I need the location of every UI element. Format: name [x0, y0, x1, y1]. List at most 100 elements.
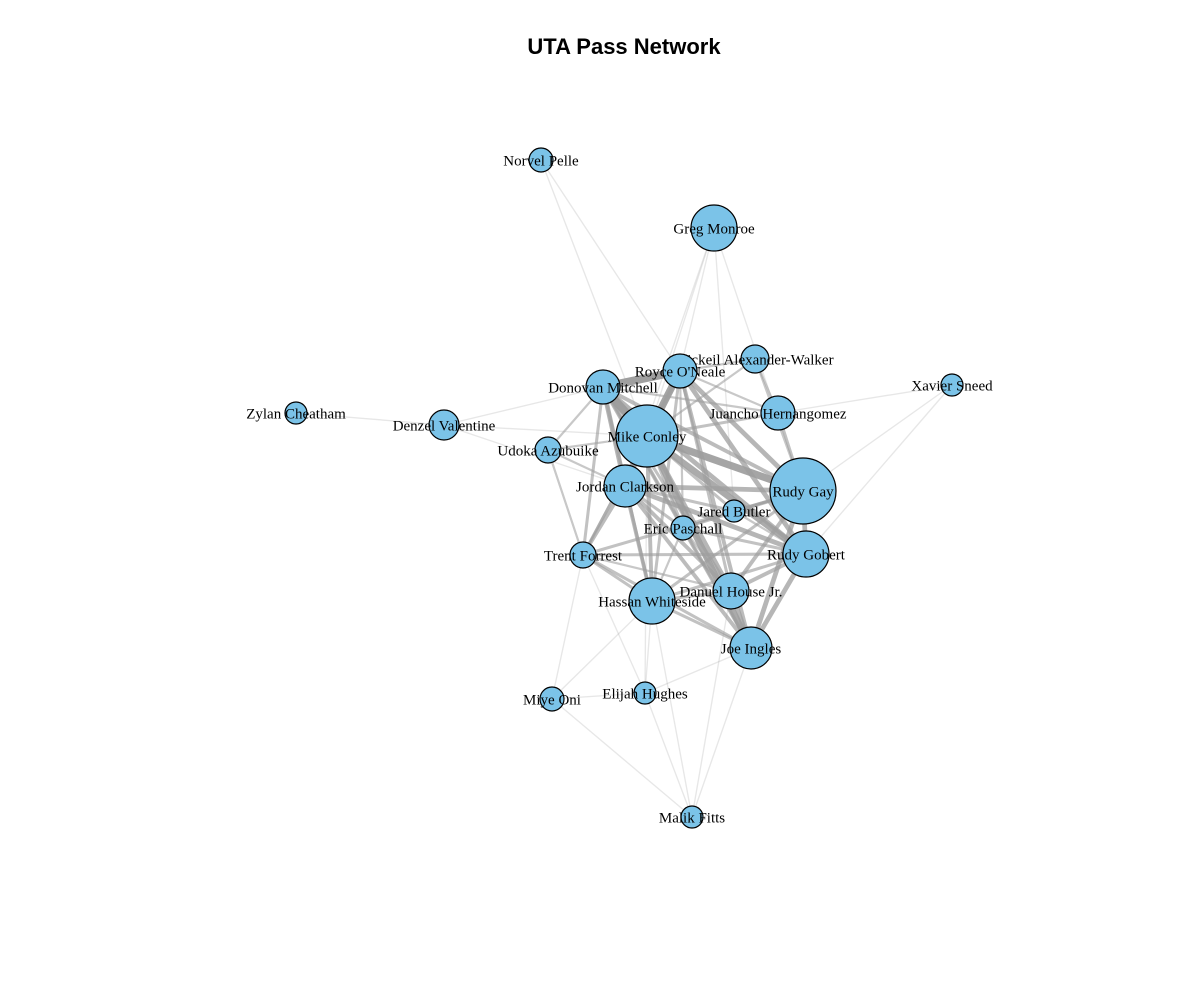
node-circle-danuel-house-jr [712, 572, 750, 610]
node-label-hassan-whiteside: Hassan Whiteside [598, 594, 706, 610]
edge-malik-fitts-danuel-house-jr [691, 590, 732, 818]
node-label-trent-forrest: Trent Forrest [544, 548, 623, 564]
node-circle-mike-conley [615, 404, 679, 468]
node-elijah-hughes: Elijah Hughes [602, 681, 688, 705]
edge-xavier-sneed-rudy-gobert [805, 384, 953, 555]
edge-donovan-mitchell-juancho-hernangomez [601, 385, 780, 415]
node-circle-jordan-clarkson [603, 464, 647, 508]
node-circle-hassan-whiteside [628, 577, 676, 625]
node-malik-fitts: Malik Fitts [659, 805, 725, 829]
edge-rudy-gobert-trent-forrest [581, 552, 808, 557]
node-label-rudy-gobert: Rudy Gobert [767, 547, 846, 563]
node-royce-oneale: Royce O'Neale [635, 353, 726, 389]
edge-zylan-cheatham-denzel-valentine [295, 412, 445, 426]
node-circle-malik-fitts [680, 805, 704, 829]
node-miye-oni: Miye Oni [523, 686, 581, 712]
node-trent-forrest: Trent Forrest [544, 541, 623, 569]
edge-donovan-mitchell-rudy-gay [601, 385, 805, 493]
edge-miye-oni-elijah-hughes [551, 692, 646, 700]
node-circle-jared-butler [722, 499, 746, 523]
node-circle-norvel-pelle [528, 147, 554, 173]
edge-royce-oneale-greg-monroe [679, 227, 715, 372]
edge-mike-conley-elijah-hughes [644, 435, 648, 694]
edge-royce-oneale-juancho-hernangomez [678, 369, 780, 415]
node-label-miye-oni: Miye Oni [523, 692, 581, 708]
node-denzel-valentine: Denzel Valentine [393, 409, 496, 441]
edge-norvel-pelle-royce-oneale [540, 159, 681, 372]
node-circle-trent-forrest [569, 541, 597, 569]
node-label-joe-ingles: Joe Ingles [721, 641, 782, 657]
edge-trent-forrest-udoka-azubuike [546, 448, 585, 557]
node-jared-butler: Jared Butler [698, 499, 771, 523]
node-joe-ingles: Joe Ingles [721, 626, 782, 670]
node-circle-denzel-valentine [428, 409, 460, 441]
node-label-denzel-valentine: Denzel Valentine [393, 418, 496, 434]
node-label-xavier-sneed: Xavier Sneed [911, 378, 993, 394]
node-label-udoka-azubuike: Udoka Azubuike [497, 443, 599, 459]
edge-norvel-pelle-mike-conley [540, 159, 648, 437]
edge-denzel-valentine-jordan-clarkson [443, 424, 626, 487]
node-mike-conley: Mike Conley [608, 404, 687, 468]
node-label-donovan-mitchell: Donovan Mitchell [548, 380, 658, 396]
node-circle-xavier-sneed [940, 373, 964, 397]
node-zylan-cheatham: Zylan Cheatham [246, 401, 346, 425]
node-circle-eric-paschall [670, 515, 696, 541]
node-circle-joe-ingles [729, 626, 773, 670]
edge-joe-ingles-malik-fitts [691, 647, 752, 818]
edge-mike-conley-greg-monroe [646, 227, 715, 437]
edge-malik-fitts-hassan-whiteside [651, 600, 693, 818]
edge-elijah-hughes-malik-fitts [644, 692, 693, 818]
edge-trent-forrest-elijah-hughes [582, 554, 646, 694]
node-label-norvel-pelle: Norvel Pelle [503, 153, 579, 169]
node-circle-zylan-cheatham [284, 401, 308, 425]
node-label-nickeil-alexander-walker: Nickeil Alexander-Walker [676, 352, 833, 368]
node-circle-nickeil-alexander-walker [740, 344, 770, 374]
node-label-elijah-hughes: Elijah Hughes [602, 686, 688, 702]
node-label-juancho-hernangomez: Juancho Hernangomez [709, 406, 846, 422]
node-label-zylan-cheatham: Zylan Cheatham [246, 406, 346, 422]
node-label-jordan-clarkson: Jordan Clarkson [576, 479, 674, 495]
edge-jordan-clarkson-joe-ingles [623, 484, 753, 650]
node-nickeil-alexander-walker: Nickeil Alexander-Walker [676, 344, 834, 374]
edge-miye-oni-malik-fitts [551, 698, 693, 818]
node-rudy-gobert: Rudy Gobert [767, 530, 846, 578]
node-circle-udoka-azubuike [534, 436, 562, 464]
node-xavier-sneed: Xavier Sneed [911, 373, 993, 397]
node-circle-royce-oneale [662, 353, 698, 389]
node-circle-greg-monroe [690, 204, 738, 252]
node-circle-rudy-gay [769, 457, 837, 525]
node-udoka-azubuike: Udoka Azubuike [497, 436, 599, 464]
edge-trent-forrest-miye-oni [551, 554, 584, 700]
node-jordan-clarkson: Jordan Clarkson [576, 464, 674, 508]
edge-xavier-sneed-juancho-hernangomez [777, 384, 953, 414]
node-circle-rudy-gobert [782, 530, 830, 578]
node-norvel-pelle: Norvel Pelle [503, 147, 579, 173]
node-label-eric-paschall: Eric Paschall [644, 521, 723, 537]
edge-royce-oneale-eric-paschall [678, 369, 685, 530]
edge-danuel-house-jr-trent-forrest [581, 553, 733, 593]
chart-title: UTA Pass Network [527, 34, 721, 59]
node-hassan-whiteside: Hassan Whiteside [598, 577, 706, 625]
edge-royce-oneale-rudy-gobert [677, 368, 809, 557]
node-circle-donovan-mitchell [585, 369, 621, 405]
node-rudy-gay: Rudy Gay [769, 457, 837, 525]
edge-jordan-clarkson-rudy-gobert [622, 483, 809, 557]
node-donovan-mitchell: Donovan Mitchell [548, 369, 658, 405]
node-circle-miye-oni [539, 686, 565, 712]
node-circle-elijah-hughes [633, 681, 657, 705]
node-greg-monroe: Greg Monroe [673, 204, 755, 252]
node-danuel-house-jr: Danuel House Jr. [680, 572, 783, 610]
node-label-rudy-gay: Rudy Gay [772, 484, 834, 500]
node-label-jared-butler: Jared Butler [698, 504, 771, 520]
node-label-malik-fitts: Malik Fitts [659, 810, 725, 826]
node-label-greg-monroe: Greg Monroe [673, 221, 755, 237]
node-layer: Norvel Pelle Greg Monroe Nickeil Alexander… [246, 147, 993, 829]
node-circle-juancho-hernangomez [760, 395, 796, 431]
edge-donovan-mitchell-denzel-valentine [443, 386, 604, 426]
node-label-mike-conley: Mike Conley [608, 429, 687, 445]
node-juancho-hernangomez: Juancho Hernangomez [709, 395, 847, 431]
node-label-danuel-house-jr: Danuel House Jr. [680, 584, 783, 600]
edge-greg-monroe-jared-butler [713, 227, 735, 512]
node-eric-paschall: Eric Paschall [644, 515, 723, 541]
